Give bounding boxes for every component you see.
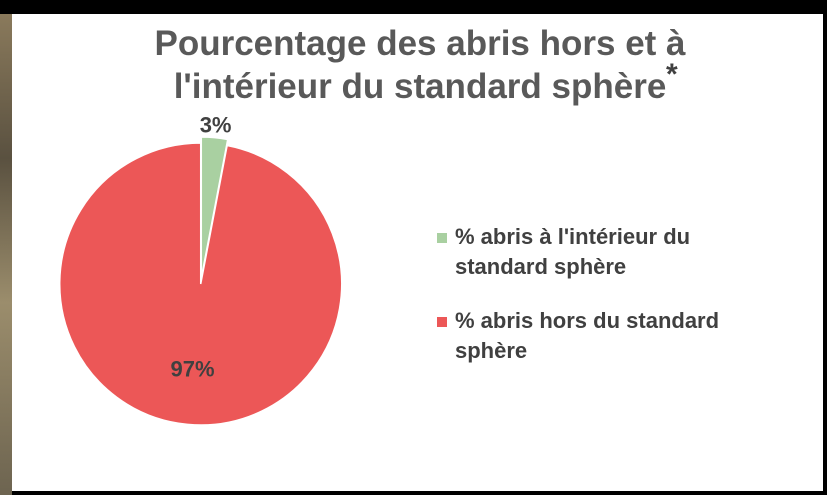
legend-label: % abris à l'intérieur du standard sphère (455, 222, 765, 282)
legend-swatch (437, 317, 447, 327)
legend-swatch (437, 233, 447, 243)
data-label: 97% (170, 357, 214, 382)
data-label: 3% (200, 113, 232, 138)
legend-label: % abris hors du standard sphère (455, 306, 765, 366)
page: Pourcentage des abris hors et à l'intéri… (0, 0, 827, 495)
pie-slice (60, 143, 342, 425)
